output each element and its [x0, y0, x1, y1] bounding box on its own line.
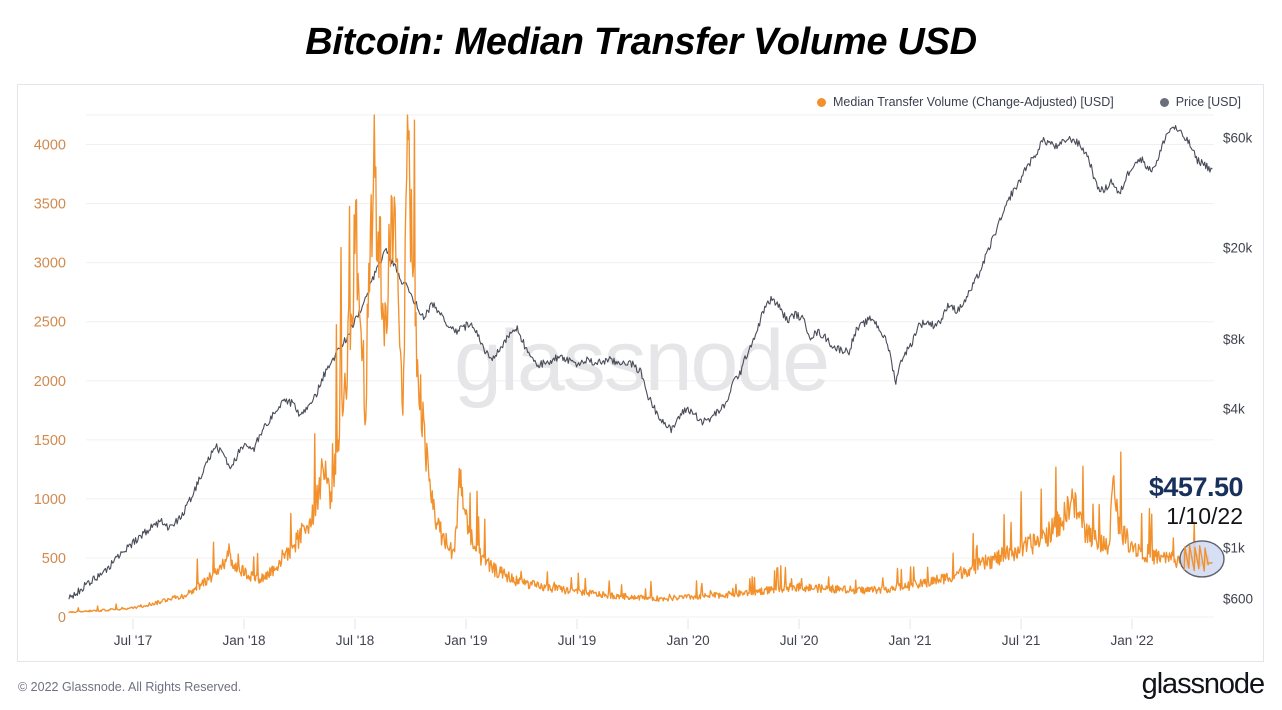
x-axis-labels: Jul '17 Jan '18 Jul '18 Jan '19 Jul '19 Jan '… — [114, 619, 1154, 648]
y-axis-right-tick-label: $8k — [1223, 332, 1245, 347]
page-title: Bitcoin: Median Transfer Volume USD — [305, 21, 977, 63]
annotation-value: $457.50 — [1148, 472, 1244, 502]
x-axis-tick-label: Jul '20 — [780, 633, 819, 648]
y-axis-left-tick-label: 500 — [42, 551, 66, 567]
y-axis-left-tick-label: 3500 — [34, 197, 66, 213]
x-axis-tick-label: Jan '21 — [888, 633, 931, 648]
median-transfer-volume-line-series[interactable] — [68, 114, 1213, 614]
y-axis-left-tick-label: 3000 — [34, 256, 66, 272]
watermark-glassnode: glassnode — [454, 313, 828, 409]
gridlines — [86, 114, 1214, 618]
annotation-date: 1/10/22 — [1166, 503, 1243, 530]
legend-item-price[interactable]: Price [USD] — [1159, 95, 1241, 109]
y-axis-right-tick-label: $20k — [1223, 240, 1253, 255]
y-axis-left-tick-label: 4000 — [34, 138, 66, 154]
y-axis-left-labels: 0 500 1000 1500 2000 2500 3000 3500 4000 — [34, 138, 66, 626]
median-transfer-volume-line-endcap — [1183, 544, 1213, 572]
chart-plot-area[interactable]: glassnode 0 500 1000 1500 2000 2500 3000 3500 40… — [18, 85, 1265, 663]
glassnode-logo: glassnode — [1141, 668, 1265, 700]
copyright-text: © 2022 Glassnode. All Rights Reserved. — [18, 680, 242, 694]
y-axis-right-tick-label: $4k — [1223, 402, 1245, 417]
legend-dot-icon-orange — [817, 97, 826, 107]
footer: © 2022 Glassnode. All Rights Reserved. g… — [0, 668, 1282, 710]
y-axis-right-tick-label: $1k — [1223, 541, 1245, 556]
y-axis-left-tick-label: 2500 — [34, 315, 66, 331]
x-axis-tick-label: Jul '19 — [558, 633, 597, 648]
y-axis-left-tick-label: 1500 — [34, 433, 66, 449]
last-value-annotation: $457.50 1/10/22 — [1148, 472, 1244, 530]
y-axis-right-tick-label: $60k — [1223, 130, 1253, 145]
x-axis-tick-label: Jan '22 — [1111, 633, 1154, 648]
chart-legend: Median Transfer Volume (Change-Adjusted)… — [817, 95, 1241, 109]
x-axis-tick-label: Jan '19 — [444, 633, 487, 648]
legend-label-median-transfer-volume: Median Transfer Volume (Change-Adjusted)… — [833, 95, 1114, 109]
x-axis-tick-label: Jul '21 — [1002, 633, 1041, 648]
legend-dot-icon-gray — [1159, 97, 1169, 107]
x-axis-tick-label: Jul '18 — [336, 633, 375, 648]
x-axis-tick-label: Jan '20 — [666, 633, 709, 648]
y-axis-right-tick-label: $600 — [1223, 592, 1253, 607]
y-axis-left-tick-label: 2000 — [34, 374, 66, 390]
legend-item-median-transfer-volume[interactable]: Median Transfer Volume (Change-Adjusted)… — [817, 95, 1114, 109]
x-axis-tick-label: Jan '18 — [222, 633, 265, 648]
x-axis-tick-label: Jul '17 — [114, 633, 153, 648]
chart-panel: Median Transfer Volume (Change-Adjusted)… — [17, 84, 1264, 662]
price-line-series[interactable] — [68, 125, 1213, 600]
y-axis-left-tick-label: 1000 — [34, 492, 66, 508]
y-axis-right-labels: $600 $1k $4k $8k $20k $60k — [1223, 130, 1253, 606]
y-axis-left-tick-label: 0 — [58, 610, 66, 626]
legend-label-price: Price [USD] — [1175, 95, 1241, 109]
